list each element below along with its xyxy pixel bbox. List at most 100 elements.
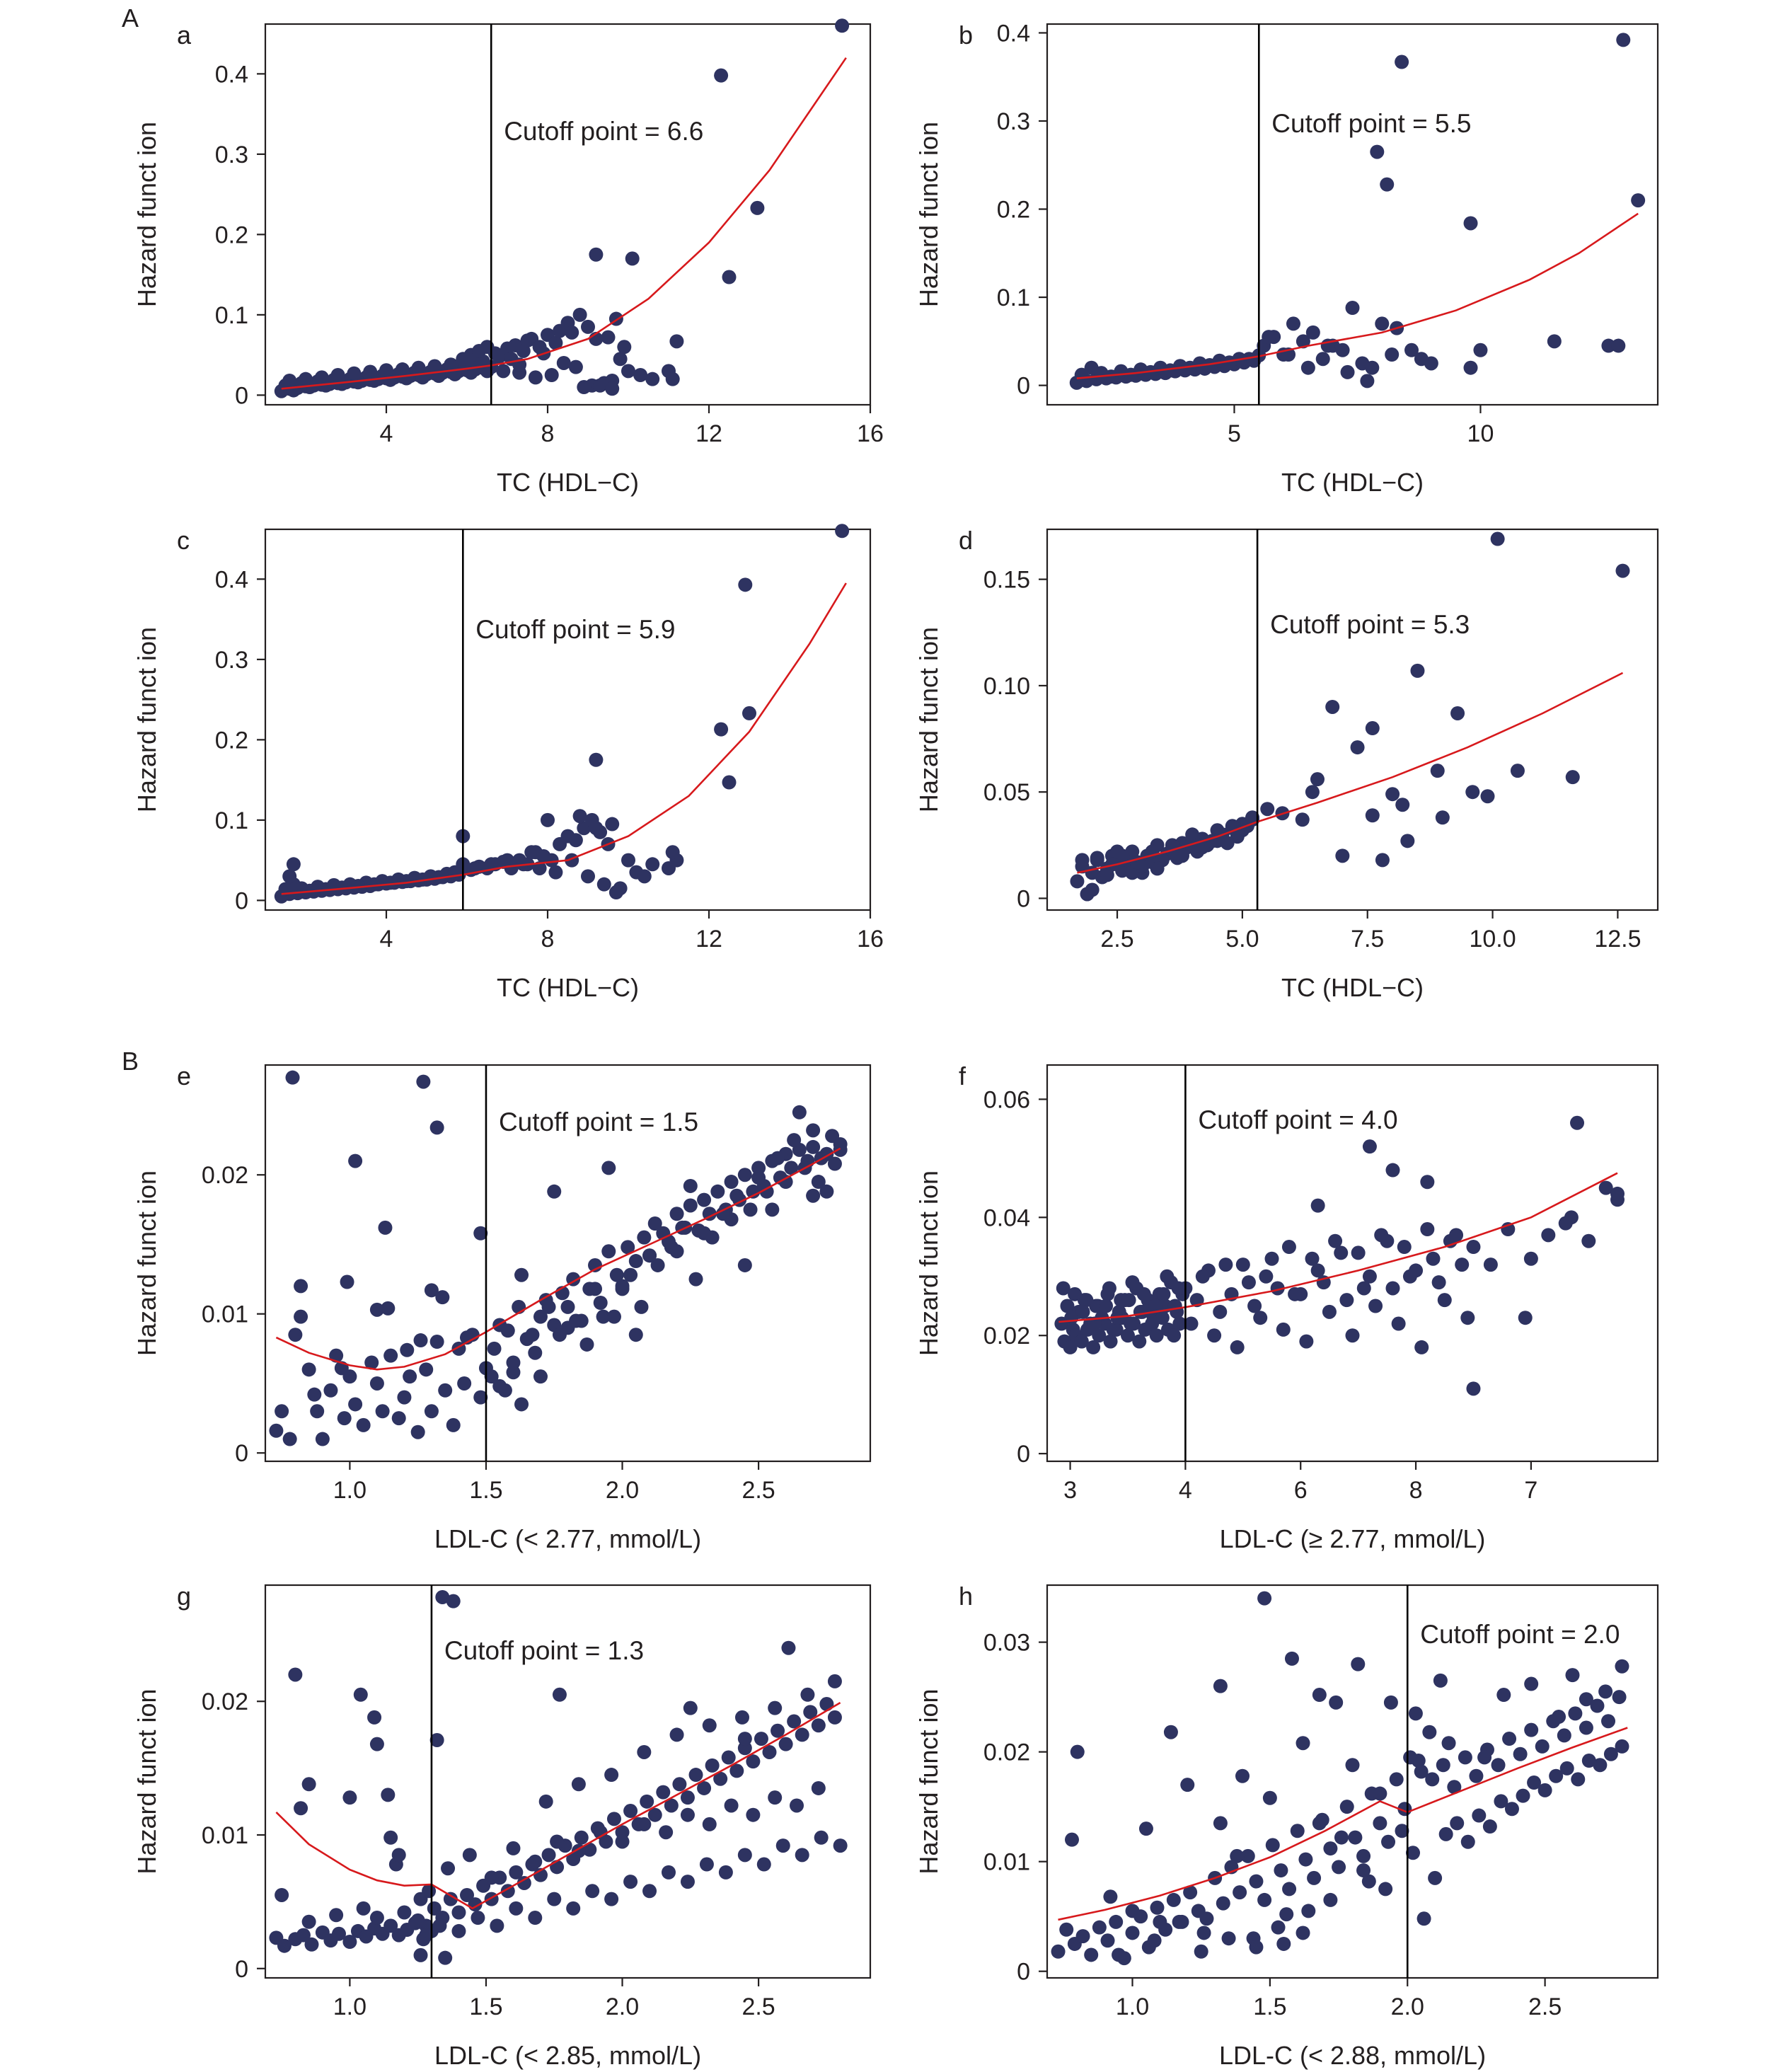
data-point (1422, 1725, 1437, 1739)
data-point (1612, 1690, 1627, 1705)
data-point (310, 1404, 325, 1419)
plot-frame (1046, 528, 1659, 911)
panel-c: 4 8 12 16 0 0.1 0.2 0.3 0.4 TC (HDL−C) Hazard func… (132, 524, 884, 1002)
plot-frame (264, 1584, 872, 1979)
plot-frame (1046, 1584, 1659, 1979)
panel-letter: f (959, 1061, 966, 1090)
data-point (1395, 798, 1410, 812)
data-point (487, 1341, 502, 1356)
data-point (1458, 1750, 1472, 1765)
data-point (724, 1175, 739, 1190)
data-point (771, 1723, 785, 1738)
data-point (792, 1105, 807, 1120)
data-point (615, 1279, 630, 1294)
data-point (1080, 887, 1095, 902)
data-point (825, 1129, 840, 1144)
data-point (625, 251, 640, 266)
data-point (754, 1732, 768, 1746)
data-point (528, 1854, 543, 1869)
data-point (737, 1848, 752, 1863)
x-tick-label: 5 (1228, 420, 1241, 447)
data-point (444, 357, 458, 372)
fit-curve (1058, 1727, 1628, 1921)
data-point (269, 1423, 284, 1438)
data-point (662, 1234, 676, 1249)
data-point (1416, 1911, 1431, 1926)
data-point (835, 18, 850, 33)
data-point (367, 1710, 382, 1725)
data-point (351, 878, 366, 893)
data-point (1380, 177, 1395, 192)
data-point (1345, 301, 1360, 316)
plot-frame (264, 1064, 872, 1463)
data-point (771, 1151, 785, 1166)
x-tick-label: 1.5 (1253, 1993, 1286, 2020)
data-point (391, 1411, 406, 1426)
data-point (1182, 360, 1197, 375)
x-tick-label: 4 (1179, 1477, 1192, 1504)
data-point (427, 359, 442, 374)
data-point (1070, 874, 1085, 889)
data-point (1469, 1768, 1484, 1783)
data-point (1104, 857, 1119, 872)
data-point (617, 340, 632, 355)
data-point (1064, 1832, 1079, 1847)
data-point (1276, 1322, 1291, 1337)
data-point (1305, 785, 1320, 800)
data-point (750, 200, 765, 215)
data-point (664, 1798, 679, 1813)
data-point (1149, 1328, 1164, 1343)
data-point (1455, 1257, 1470, 1272)
data-point (1389, 1772, 1404, 1787)
data-point (1380, 1233, 1395, 1248)
data-point (1557, 1728, 1571, 1743)
data-point (544, 853, 559, 868)
data-point (1472, 1808, 1487, 1823)
data-point (778, 1175, 793, 1190)
data-point (683, 1700, 698, 1715)
y-tick-label: 0.10 (983, 673, 1030, 700)
panel-h: 1.0 1.5 2.0 2.5 0 0.01 0.02 0.03 LDL-C (< 2.88, … (914, 1582, 1659, 2070)
data-point (1345, 1328, 1360, 1343)
data-point (569, 1313, 584, 1328)
data-point (819, 1184, 834, 1199)
data-point (1194, 1944, 1208, 1959)
data-point (1312, 1688, 1327, 1703)
data-point (1524, 1676, 1539, 1691)
data-point (1242, 352, 1257, 367)
x-tick-label: 12.5 (1594, 926, 1641, 952)
y-tick-label: 0 (235, 1440, 248, 1467)
data-point (552, 1328, 567, 1342)
data-point (751, 1170, 766, 1185)
cutoff-label: Cutoff point = 1.5 (499, 1107, 698, 1136)
data-point (348, 1153, 363, 1168)
fit-curve (275, 1701, 841, 1910)
data-point (1125, 1926, 1140, 1940)
data-point (383, 875, 398, 890)
data-point (411, 360, 426, 375)
data-point (1075, 1304, 1090, 1319)
data-point (795, 1727, 809, 1742)
y-tick-label: 0.1 (215, 807, 248, 834)
data-point (1230, 1848, 1245, 1863)
data-point (702, 1207, 717, 1221)
data-point (435, 1290, 450, 1305)
plot-frame (264, 23, 872, 406)
plot-frame (1046, 23, 1659, 406)
data-point (381, 1788, 396, 1802)
y-tick-label: 0 (235, 382, 248, 409)
data-point (1603, 1746, 1618, 1761)
data-point (1298, 1852, 1313, 1867)
data-point (713, 1771, 728, 1786)
section-letter-b: B (122, 1047, 139, 1076)
data-point (1092, 1328, 1107, 1343)
data-point (1264, 1251, 1279, 1266)
data-point (1307, 1870, 1322, 1885)
data-point (1370, 144, 1385, 159)
panel-e: 1.0 1.5 2.0 2.5 0 0.01 0.02 LDL-C (< 2.77, mmol… (132, 1061, 872, 1553)
y-tick-label: 0.4 (215, 61, 248, 88)
data-point (669, 1207, 684, 1221)
data-point (1403, 1750, 1418, 1765)
data-point (1247, 1299, 1262, 1313)
data-point (737, 1168, 752, 1182)
